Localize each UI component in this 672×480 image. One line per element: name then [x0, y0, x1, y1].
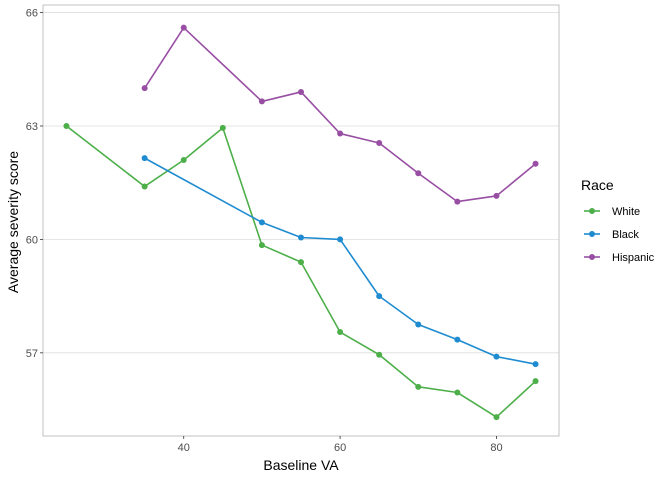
data-point-black	[337, 236, 344, 243]
plot-panel	[43, 5, 559, 436]
data-point-hispanic	[376, 139, 383, 146]
data-point-hispanic	[337, 130, 344, 137]
y-tick-label: 60	[26, 234, 38, 246]
data-point-white	[63, 122, 70, 129]
data-point-white	[415, 383, 422, 390]
legend-item-hispanic: Hispanic	[584, 252, 655, 264]
legend-key-point	[589, 231, 595, 237]
axes: 57 60 63 66 40 60 80	[26, 8, 503, 454]
y-tick-label: 63	[26, 121, 38, 133]
data-point-black	[532, 361, 539, 368]
data-point-hispanic	[532, 160, 539, 167]
data-point-hispanic	[415, 170, 422, 177]
y-axis-title: Average severity score	[5, 151, 21, 293]
x-tick-label: 80	[490, 442, 502, 454]
series-hispanic	[141, 24, 539, 205]
data-point-white	[258, 242, 265, 249]
y-tick-label: 57	[26, 348, 38, 360]
series-line-hispanic	[143, 26, 537, 203]
data-point-white	[493, 414, 500, 421]
legend: Race White Black Hispanic	[581, 177, 655, 264]
data-point-black	[298, 234, 304, 241]
data-point-black	[258, 219, 265, 226]
y-tick-label: 66	[26, 8, 38, 20]
data-point-white	[532, 378, 539, 385]
data-point-white	[376, 351, 383, 358]
data-point-hispanic	[180, 24, 187, 31]
data-point-hispanic	[454, 198, 461, 205]
data-point-hispanic	[298, 88, 304, 95]
legend-label: Hispanic	[612, 252, 655, 264]
data-point-white	[454, 389, 461, 396]
legend-item-white: White	[584, 206, 640, 218]
legend-label: White	[612, 206, 640, 218]
legend-item-black: Black	[584, 229, 639, 241]
data-point-white	[180, 157, 187, 164]
legend-title: Race	[581, 177, 614, 193]
plot-border	[42, 4, 560, 437]
data-point-black	[376, 293, 383, 300]
legend-key-point	[589, 254, 595, 260]
x-axis-title: Baseline VA	[263, 457, 339, 473]
series-white	[63, 122, 539, 421]
data-point-white	[337, 329, 344, 336]
data-series	[63, 24, 539, 421]
data-point-hispanic	[258, 98, 265, 105]
legend-label: Black	[612, 229, 639, 241]
series-line-white	[65, 125, 537, 418]
data-point-black	[415, 321, 422, 328]
data-point-white	[219, 124, 226, 131]
x-tick-label: 60	[334, 442, 346, 454]
data-point-white	[141, 183, 148, 190]
data-point-black	[493, 353, 500, 360]
data-point-hispanic	[493, 192, 500, 199]
data-point-white	[298, 259, 304, 266]
data-point-black	[141, 155, 148, 162]
x-tick-label: 40	[178, 442, 190, 454]
legend-key-point	[589, 208, 595, 214]
data-point-hispanic	[141, 85, 148, 92]
data-point-black	[454, 336, 461, 343]
series-black	[141, 155, 539, 368]
